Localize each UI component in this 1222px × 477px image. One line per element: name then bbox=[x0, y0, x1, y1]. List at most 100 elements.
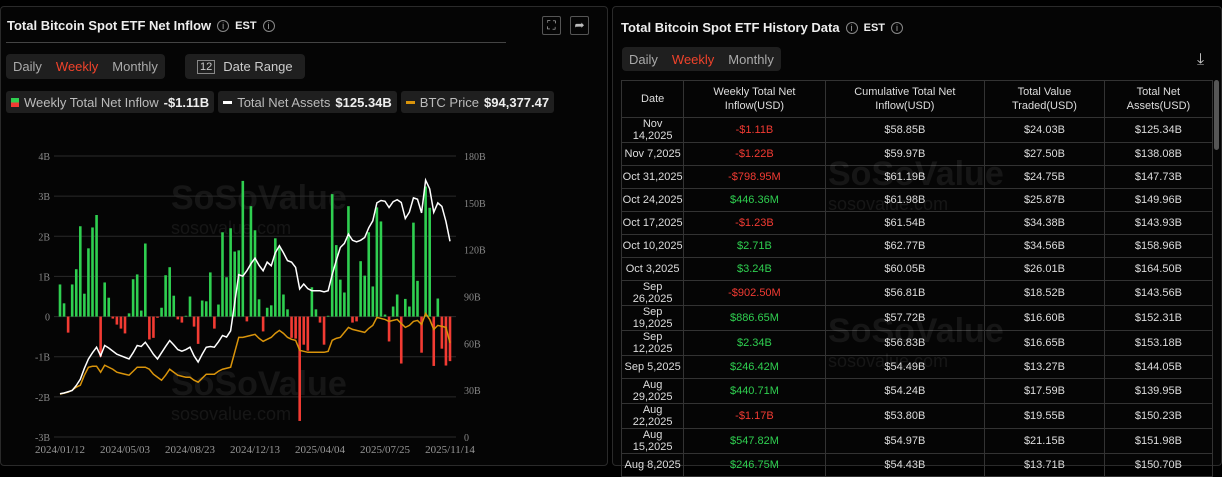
x-tick-label: 2024/08/23 bbox=[165, 444, 216, 456]
inflow-bar bbox=[83, 293, 86, 317]
inflow-bar bbox=[62, 303, 66, 317]
inflow-bar bbox=[371, 286, 375, 317]
inflow-bar bbox=[168, 267, 171, 317]
table-row[interactable]: Oct 31,2025 -$798.95M $61.19B $24.75B $147.7… bbox=[620, 165, 1214, 189]
inflow-bar bbox=[399, 316, 403, 364]
inflow-bar bbox=[306, 316, 310, 351]
inflow-bar bbox=[95, 215, 98, 317]
table-row[interactable]: Oct 10,2025 $2.71B $62.77B $34.56B $158.96B bbox=[620, 234, 1214, 258]
table-cell: $17.59B bbox=[984, 378, 1105, 404]
table-row[interactable]: Sep 12,2025 $2.34B $56.83B $16.65B $153.18B bbox=[620, 330, 1214, 356]
inflow-bar bbox=[318, 316, 322, 323]
history-table: Date Weekly Total Net Inflow(USD) Cumulati… bbox=[620, 80, 1214, 477]
legend-net-inflow[interactable]: Weekly Total Net Inflow -$1.11B bbox=[6, 91, 215, 113]
inflow-bar bbox=[294, 316, 297, 339]
table-cell: $158.96B bbox=[1103, 234, 1214, 258]
table-row[interactable]: Sep 19,2025 $886.65M $57.72B $16.60B $152.31… bbox=[620, 305, 1214, 331]
table-cell: $139.95B bbox=[1103, 378, 1214, 404]
inflow-bar bbox=[180, 316, 184, 323]
inflow-bar bbox=[326, 315, 330, 317]
inflow-bar bbox=[269, 305, 273, 317]
x-tick-label: 2025/11/14 bbox=[425, 444, 475, 456]
table-cell: $150.23B bbox=[1103, 403, 1214, 429]
legend-btc-price[interactable]: BTC Price $94,377.47 bbox=[400, 91, 555, 113]
inflow-bar bbox=[387, 316, 391, 342]
info-icon[interactable]: i bbox=[262, 19, 275, 32]
table-cell: $54.97B bbox=[824, 428, 986, 454]
table-cell: Aug 22,2025 bbox=[620, 403, 685, 429]
calendar-icon: 12 bbox=[197, 59, 216, 74]
inflow-bar bbox=[204, 301, 208, 317]
table-cell: $138.08B bbox=[1103, 142, 1214, 166]
tab-daily[interactable]: Daily bbox=[629, 51, 658, 67]
table-cell: Oct 17,2025 bbox=[620, 211, 685, 235]
table-cell: $143.56B bbox=[1103, 280, 1214, 306]
tab-weekly[interactable]: Weekly bbox=[671, 51, 715, 67]
table-row[interactable]: Oct 17,2025 -$1.23B $61.54B $34.38B $143.93B bbox=[620, 211, 1214, 235]
inflow-bar bbox=[70, 284, 74, 317]
inflow-bar bbox=[395, 294, 399, 317]
table-cell: $2.34B bbox=[683, 330, 826, 356]
y-left-tick-label: 1B bbox=[38, 272, 50, 283]
legend-net-assets[interactable]: Total Net Assets $125.34B bbox=[218, 91, 397, 113]
table-row[interactable]: Sep 5,2025 $246.42M $54.49B $13.27B $144.05B bbox=[620, 355, 1214, 379]
x-tick-label: 2025/07/25 bbox=[360, 444, 411, 456]
tab-monthly[interactable]: Monthly bbox=[112, 59, 158, 74]
inflow-bar bbox=[144, 243, 147, 317]
y-right-tick-label: 150B bbox=[464, 199, 486, 210]
y-left-tick-label: -2B bbox=[35, 393, 50, 404]
x-tick-label: 2025/04/04 bbox=[295, 444, 346, 456]
table-row[interactable]: Oct 24,2025 $446.36M $61.98B $25.87B $149.96… bbox=[620, 188, 1214, 212]
table-cell: $547.82M bbox=[683, 428, 826, 454]
inflow-bar bbox=[290, 316, 293, 338]
bar-swatch-icon bbox=[11, 97, 19, 107]
inflow-bar bbox=[188, 296, 192, 317]
inflow-bar bbox=[343, 292, 346, 317]
date-range-button[interactable]: 12 Date Range bbox=[185, 54, 305, 79]
inflow-bar bbox=[286, 309, 289, 317]
table-cell: Oct 31,2025 bbox=[620, 165, 685, 189]
line-swatch-icon bbox=[405, 100, 415, 104]
inflow-bar bbox=[314, 309, 318, 317]
table-row[interactable]: Nov 14,2025 -$1.11B $58.85B $24.03B $125.34B bbox=[620, 117, 1214, 143]
table-cell: $61.98B bbox=[824, 188, 986, 212]
info-icon[interactable]: i bbox=[845, 21, 858, 34]
inflow-bar bbox=[79, 226, 82, 317]
scrollbar[interactable] bbox=[1214, 80, 1219, 150]
table-row[interactable]: Aug 22,2025 -$1.17B $53.80B $19.55B $150.23B bbox=[620, 403, 1214, 429]
tab-monthly[interactable]: Monthly bbox=[728, 51, 774, 67]
y-right-tick-label: 120B bbox=[464, 246, 486, 257]
inflow-bar bbox=[115, 316, 119, 325]
table-row[interactable]: Aug 29,2025 $440.71M $54.24B $17.59B $139.95… bbox=[620, 378, 1214, 404]
tab-daily[interactable]: Daily bbox=[13, 59, 42, 74]
tab-weekly[interactable]: Weekly bbox=[55, 59, 99, 74]
table-cell: $56.81B bbox=[824, 280, 986, 306]
inflow-bar bbox=[225, 277, 228, 317]
inflow-bar bbox=[282, 294, 285, 317]
table-cell: $53.80B bbox=[824, 403, 986, 429]
fullscreen-icon[interactable]: ⛶ bbox=[542, 16, 561, 35]
table-row[interactable]: Aug 15,2025 $547.82M $54.97B $21.15B $151.98… bbox=[620, 428, 1214, 454]
table-row[interactable]: Nov 7,2025 -$1.22B $59.97B $27.50B $138.08B bbox=[620, 142, 1214, 166]
info-icon[interactable]: i bbox=[217, 19, 230, 32]
divider bbox=[6, 42, 506, 43]
inflow-bar bbox=[257, 299, 261, 317]
inflow-bar bbox=[233, 251, 236, 317]
table-cell: -$1.23B bbox=[683, 211, 826, 235]
table-cell: Sep 26,2025 bbox=[620, 280, 685, 306]
info-icon[interactable]: i bbox=[891, 21, 904, 34]
download-icon[interactable]: ⤓ bbox=[1197, 51, 1205, 68]
table-row[interactable]: Sep 26,2025 -$902.50M $56.81B $18.52B $143.5… bbox=[620, 280, 1214, 306]
inflow-bar bbox=[99, 316, 102, 357]
share-icon[interactable]: ➦ bbox=[570, 16, 589, 35]
table-cell: $125.34B bbox=[1103, 117, 1214, 143]
inflow-bar bbox=[91, 227, 94, 317]
table-cell: $56.83B bbox=[824, 330, 986, 356]
table-cell: $60.05B bbox=[824, 257, 986, 281]
inflow-bar bbox=[200, 300, 204, 317]
inflow-bar bbox=[444, 316, 448, 366]
table-cell: $54.49B bbox=[824, 355, 986, 379]
period-toggle: Daily Weekly Monthly bbox=[622, 47, 781, 71]
table-row[interactable]: Oct 3,2025 $3.24B $60.05B $26.01B $164.50B bbox=[620, 257, 1214, 281]
inflow-bar bbox=[391, 306, 395, 317]
